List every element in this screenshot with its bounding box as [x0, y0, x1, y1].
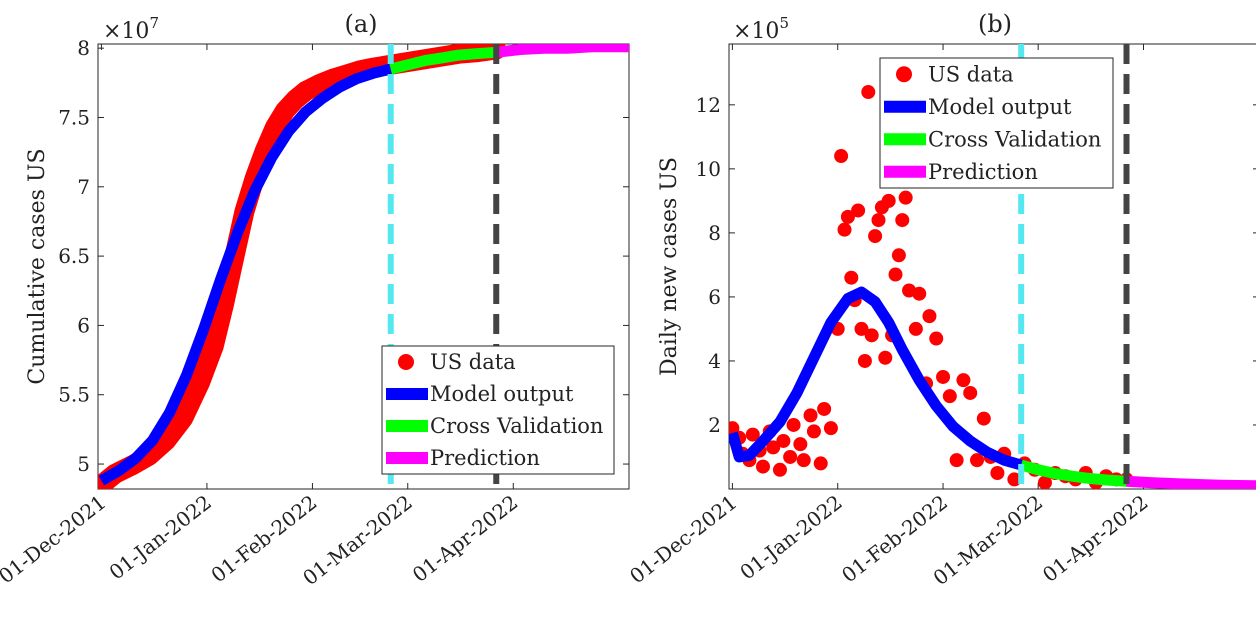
data-point [891, 248, 906, 263]
plot-marks [729, 44, 1256, 489]
y-tick-label: 8 [77, 36, 90, 60]
data-point [864, 328, 879, 343]
legend: US data Model output Cross Validation Predi… [879, 57, 1114, 189]
data-point [878, 350, 893, 365]
data-point [929, 331, 944, 346]
data-point [898, 190, 913, 205]
data-point [1007, 472, 1022, 487]
y-tick-label: 5 [77, 452, 90, 476]
x-tick-label: 01-Jan-2022 [735, 490, 846, 584]
series-cross-validation [1019, 459, 1127, 487]
data-point [745, 427, 760, 442]
y-tick-label: 5.5 [58, 383, 90, 407]
data-point [976, 411, 991, 426]
legend-marker-line [884, 100, 926, 113]
legend-cross-validation: Cross Validation [928, 127, 1101, 151]
legend-prediction: Prediction [928, 160, 1038, 184]
legend: US data Model output Cross Validation Predi… [381, 345, 615, 475]
data-point [912, 286, 927, 301]
legend-model-output: Model output [928, 95, 1072, 119]
series-prediction [495, 44, 629, 58]
data-point [868, 229, 883, 244]
y-tick-label: 7 [77, 175, 90, 199]
data-point [895, 213, 910, 228]
data-point [861, 85, 876, 100]
legend-marker-circle [398, 354, 414, 370]
data-point [1037, 475, 1052, 489]
data-point [840, 209, 855, 224]
chart-title: (a) [344, 10, 377, 38]
x-tick-label: 01-Dec-2021 [0, 490, 110, 588]
data-point [803, 408, 818, 423]
legend-cross-validation: Cross Validation [430, 414, 603, 438]
series-prediction [1126, 475, 1256, 489]
y-tick-label: 7.5 [58, 105, 90, 129]
data-point [956, 373, 971, 388]
legend-model-output: Model output [430, 382, 574, 406]
data-point [851, 203, 866, 218]
data-point [970, 453, 985, 468]
data-point [844, 270, 859, 285]
x-tick-label: 01-Apr-2022 [408, 490, 523, 587]
y-axis-label: Cumulative cases US [25, 148, 50, 384]
legend-us-data: US data [430, 350, 516, 374]
data-point [834, 149, 849, 164]
data-point [755, 459, 770, 474]
data-point [936, 369, 951, 384]
data-point [837, 222, 852, 237]
data-point [942, 389, 957, 404]
y-tick-label: 10 [696, 157, 721, 181]
legend-marker-line [386, 420, 428, 432]
x-tick-label: 01-Dec-2021 [625, 490, 741, 588]
data-point [776, 433, 791, 448]
data-point [793, 437, 808, 452]
legend-marker-circle [896, 66, 912, 83]
y-tick-label: 6 [77, 313, 90, 337]
legend-marker-line [386, 452, 428, 464]
chart-title: (b) [978, 10, 1012, 38]
data-point [881, 193, 896, 208]
y-tick-label: 6 [708, 285, 721, 309]
legend-prediction: Prediction [430, 446, 540, 470]
chart-panel-b: 2468101201-Dec-202101-Jan-202201-Feb-202… [625, 10, 1256, 590]
y-tick-label: 6.5 [58, 244, 90, 268]
y-tick-label: 8 [708, 221, 721, 245]
data-point [857, 353, 872, 368]
chart-panel-a: 55.566.577.5801-Dec-202101-Jan-202201-Fe… [0, 10, 630, 590]
series-cross-validation [389, 46, 497, 75]
data-point [813, 456, 828, 471]
data-point [806, 424, 821, 439]
x-tick-label: 01-Apr-2022 [1038, 490, 1153, 587]
data-point [772, 462, 787, 477]
legend-us-data: US data [928, 62, 1014, 86]
series-model-output [98, 63, 392, 486]
y-multiplier: ×107 [103, 14, 159, 44]
data-point [766, 440, 781, 455]
legend-marker-line [884, 165, 926, 178]
legend-marker-line [884, 133, 926, 146]
y-axis-label: Daily new cases US [657, 157, 682, 376]
data-point [963, 385, 978, 400]
data-point [854, 321, 869, 336]
y-tick-label: 2 [708, 413, 721, 437]
data-point [922, 309, 937, 324]
data-point [783, 449, 798, 464]
data-point [823, 421, 838, 436]
data-point [817, 401, 832, 416]
series-model-output [729, 286, 1023, 471]
data-point [908, 321, 923, 336]
y-multiplier: ×105 [733, 14, 789, 44]
data-point [796, 453, 811, 468]
legend-marker-line [386, 388, 428, 400]
data-point [949, 453, 964, 468]
data-point [888, 267, 903, 282]
data-point [990, 465, 1005, 480]
y-tick-label: 12 [696, 93, 721, 117]
y-tick-label: 4 [708, 349, 721, 373]
data-point [786, 417, 801, 432]
data-point [871, 213, 886, 228]
x-tick-label: 01-Jan-2022 [105, 490, 216, 584]
